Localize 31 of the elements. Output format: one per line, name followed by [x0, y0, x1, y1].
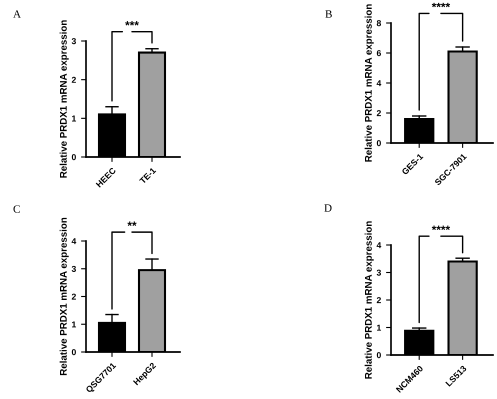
y-tick-label: 3	[72, 266, 76, 272]
chart-title: C	[13, 205, 20, 213]
chart-title: B	[325, 10, 332, 18]
text: ****	[432, 226, 450, 230]
y-tick-label: 4	[376, 80, 382, 86]
chart-title: D	[324, 204, 332, 212]
y-tick-label: 6	[376, 50, 381, 56]
y-tick-label: 4	[376, 242, 382, 248]
y-tick-label: 3	[376, 270, 381, 276]
y-axis-title: Relative PRDX1 mRNA expression	[364, 4, 374, 162]
y-tick-label: 1	[72, 116, 76, 122]
y-tick-label: 4	[72, 238, 76, 244]
y-tick-label: 0	[72, 349, 76, 356]
y-tick-label: 8	[376, 20, 382, 26]
y-axis-title: Relative PRDX1 mRNA expression	[60, 218, 69, 376]
y-axis-title: Relative PRDX1 mRNA expression	[60, 20, 69, 178]
y-tick-label: 2	[72, 294, 76, 300]
y-tick-label: 2	[72, 76, 76, 83]
y-tick-label: 0	[376, 140, 381, 146]
text: ****	[432, 2, 450, 8]
text: **	[127, 222, 137, 226]
y-tick-label: 2	[376, 297, 381, 304]
text: ***	[125, 21, 139, 26]
y-tick-label: 0	[72, 154, 76, 160]
y-tick-label: 2	[376, 110, 381, 116]
y-tick-label: 0	[376, 352, 381, 358]
y-tick-label: 1	[377, 324, 382, 331]
chart-title: A	[13, 10, 21, 18]
y-tick-label: 3	[72, 38, 76, 44]
y-tick-label: 1	[72, 321, 76, 328]
y-axis-title: Relative PRDX1 mRNA expression	[364, 221, 374, 379]
